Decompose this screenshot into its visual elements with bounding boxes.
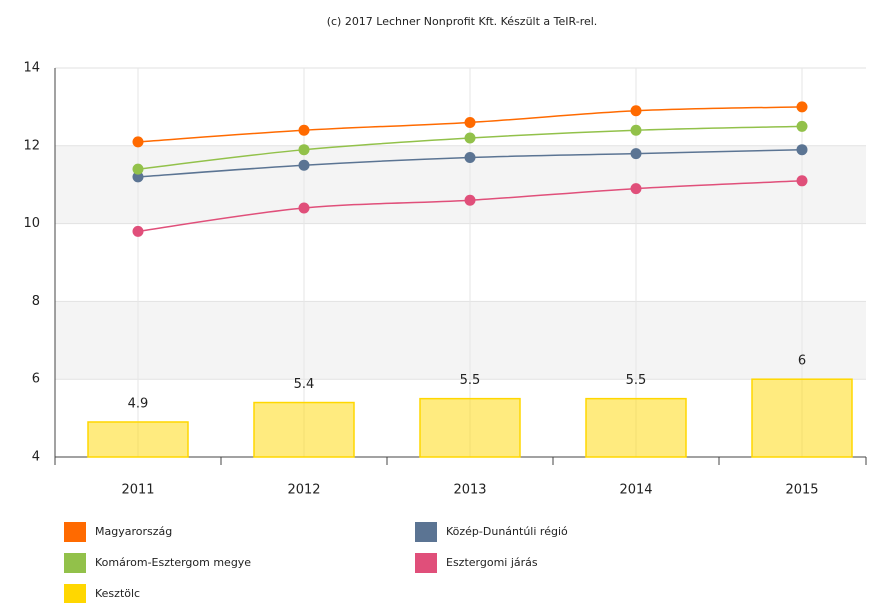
legend-label: Magyarország bbox=[95, 525, 172, 538]
data-label: 5.4 bbox=[294, 377, 315, 392]
y-tick-label: 8 bbox=[32, 294, 40, 309]
y-tick-label: 10 bbox=[23, 216, 40, 231]
chart-title: (c) 2017 Lechner Nonprofit Kft. Készült … bbox=[327, 15, 598, 28]
legend-swatch bbox=[64, 522, 86, 542]
point bbox=[132, 163, 144, 175]
x-tick-label: 2014 bbox=[619, 483, 652, 498]
x-tick-label: 2011 bbox=[121, 483, 154, 498]
point bbox=[796, 101, 808, 113]
data-label: 5.5 bbox=[460, 373, 481, 388]
point bbox=[132, 171, 144, 183]
legend-label: Komárom-Esztergom megye bbox=[95, 556, 251, 569]
data-label: 5.5 bbox=[626, 373, 647, 388]
point bbox=[630, 124, 642, 136]
point bbox=[796, 144, 808, 156]
point bbox=[464, 132, 476, 144]
point bbox=[132, 225, 144, 237]
legend-label: Kesztölc bbox=[95, 587, 140, 600]
bar bbox=[585, 397, 687, 458]
y-tick-label: 4 bbox=[32, 450, 40, 465]
point bbox=[298, 124, 310, 136]
legend-swatch bbox=[415, 522, 437, 542]
point bbox=[464, 116, 476, 128]
point bbox=[630, 183, 642, 195]
bar bbox=[87, 421, 189, 458]
legend-label: Közép-Dunántúli régió bbox=[446, 525, 568, 538]
plot-band bbox=[55, 145, 866, 224]
x-tick-label: 2015 bbox=[785, 483, 818, 498]
point bbox=[464, 194, 476, 206]
legend-swatch bbox=[64, 553, 86, 573]
plot-band bbox=[55, 301, 866, 380]
bar bbox=[751, 378, 853, 458]
data-label: 4.9 bbox=[128, 396, 149, 411]
y-tick-label: 12 bbox=[23, 138, 40, 153]
point bbox=[796, 175, 808, 187]
y-tick-label: 14 bbox=[23, 61, 40, 76]
point bbox=[630, 148, 642, 160]
point bbox=[630, 105, 642, 117]
legend-swatch bbox=[415, 553, 437, 573]
legend-label: Esztergomi járás bbox=[446, 556, 538, 569]
x-tick-label: 2012 bbox=[287, 483, 320, 498]
legend-swatch bbox=[64, 584, 86, 603]
point bbox=[796, 120, 808, 132]
point bbox=[464, 151, 476, 163]
bar bbox=[253, 401, 355, 458]
bar bbox=[419, 397, 521, 458]
point bbox=[298, 144, 310, 156]
data-label: 6 bbox=[798, 354, 806, 369]
point bbox=[132, 136, 144, 148]
y-tick-label: 6 bbox=[32, 372, 40, 387]
point bbox=[298, 159, 310, 171]
point bbox=[298, 202, 310, 214]
x-tick-label: 2013 bbox=[453, 483, 486, 498]
